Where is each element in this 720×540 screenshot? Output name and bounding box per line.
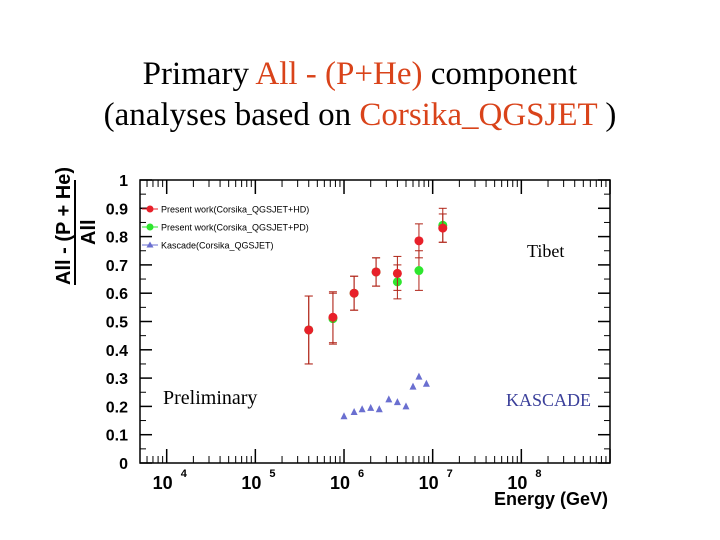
y-tick-label: 0.7 — [106, 258, 128, 275]
series-0 — [304, 213, 448, 365]
data-point — [358, 405, 366, 413]
x-tick-label-base: 10 — [507, 473, 527, 493]
y-tick-label: 0.1 — [106, 428, 128, 445]
legend-marker — [146, 241, 154, 248]
legend-marker — [146, 223, 154, 231]
y-tick-label: 0.8 — [106, 230, 128, 247]
title-line2-prefix: (analyses based on — [103, 97, 360, 133]
data-point — [415, 372, 423, 380]
preliminary-label: Preliminary — [163, 387, 258, 409]
data-point — [371, 267, 381, 277]
data-point — [340, 412, 348, 420]
y-tick-label: 0.4 — [106, 343, 128, 360]
y-tick-label: 0.6 — [106, 286, 128, 303]
x-tick-label-base: 10 — [419, 473, 439, 493]
data-point — [393, 398, 401, 406]
kascade-label: KASCADE — [506, 390, 592, 410]
y-tick-label: 0.2 — [106, 399, 128, 416]
data-point — [414, 266, 424, 276]
data-point — [375, 405, 383, 413]
data-point — [402, 402, 410, 410]
slide-title-line-2: (analyses based on Corsika_QGSJET ) — [0, 99, 720, 132]
data-point — [304, 325, 314, 335]
x-tick-label-base: 10 — [330, 473, 350, 493]
legend-label: Kascade(Corsika_QGSJET) — [161, 241, 274, 251]
y-tick-label: 0.9 — [106, 201, 128, 218]
data-point — [438, 223, 448, 233]
x-tick-label-exponent: 8 — [535, 468, 541, 480]
data-point — [409, 382, 417, 390]
x-tick-label-exponent: 4 — [181, 468, 188, 480]
data-point — [414, 236, 424, 246]
slide-title-line-1: Primary All - (P+He) component — [0, 58, 720, 91]
data-point — [385, 395, 393, 403]
legend-label: Present work(Corsika_QGSJET+PD) — [161, 223, 309, 233]
x-tick-label-exponent: 5 — [269, 468, 275, 480]
y-tick-label: 0 — [119, 456, 128, 473]
x-tick-label-exponent: 6 — [358, 468, 364, 480]
data-point — [349, 288, 359, 298]
title-line1-prefix: Primary — [142, 56, 256, 92]
x-tick-label-base: 10 — [153, 473, 173, 493]
y-tick-label: 0.3 — [106, 371, 128, 388]
y-tick-label: 0.5 — [106, 315, 128, 332]
x-axis-label: Energy (GeV) — [494, 489, 608, 509]
data-point — [328, 312, 338, 322]
data-point — [392, 268, 402, 278]
x-tick-label-exponent: 7 — [447, 468, 453, 480]
legend-marker — [146, 205, 154, 213]
title-line1-highlight: All - (P+He) — [255, 56, 423, 92]
data-point — [422, 379, 430, 387]
legend-label: Present work(Corsika_QGSJET+HD) — [161, 205, 309, 215]
title-line2-suffix: ) — [597, 97, 617, 133]
x-tick-label-base: 10 — [241, 473, 261, 493]
title-line2-highlight: Corsika_QGSJET — [359, 97, 598, 133]
title-line1-suffix: component — [422, 56, 578, 92]
tibet-label: Tibet — [527, 241, 565, 261]
series-2 — [340, 372, 430, 420]
y-axis-label-numerator: All - (P + He) — [53, 167, 75, 285]
data-point — [367, 403, 375, 411]
y-tick-label: 1 — [119, 173, 128, 190]
data-point — [350, 408, 358, 416]
y-axis-label-denominator: All — [78, 219, 100, 245]
